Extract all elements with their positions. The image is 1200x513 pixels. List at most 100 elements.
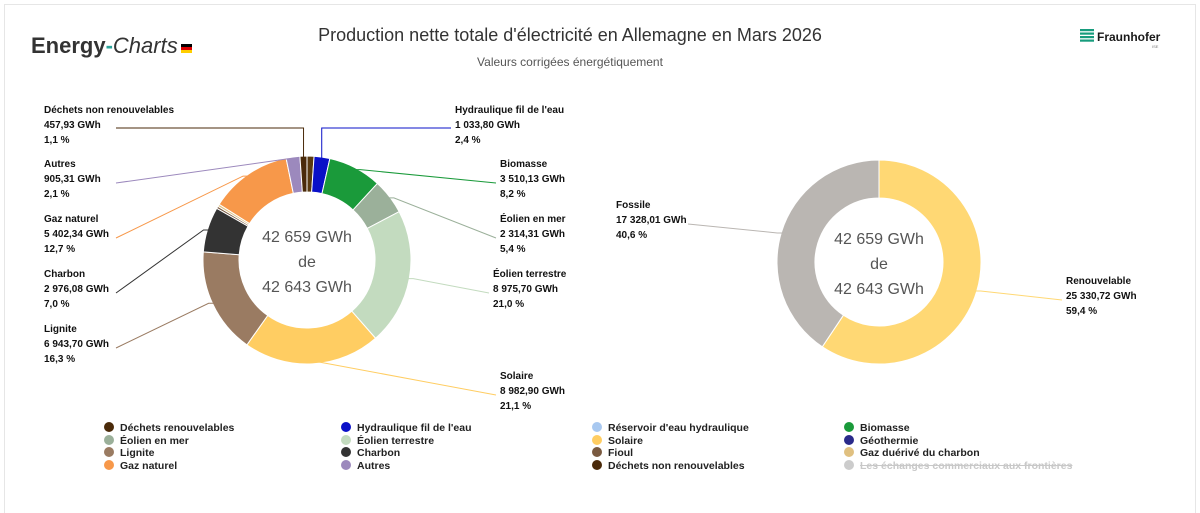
label-percent-lignite: 16,3 % [44,354,75,365]
fraunhofer-logo[interactable]: Fraunhofer ISE [1080,28,1170,52]
legend-label: Lignite [120,447,155,459]
legend-label: Biomasse [860,422,910,434]
legend-item-gaz-duerive-du-charbon[interactable]: Gaz duérivé du charbon [844,447,980,459]
legend-label: Géothermie [860,434,919,447]
legend-dot-icon [844,434,854,445]
label-value-gaz-naturel: 5 402,34 GWh [44,229,109,240]
legend-item-autres[interactable]: Autres [341,459,391,472]
connector-biomasse [354,169,497,184]
label-name-hydraulique-fil-de-l-eau: Hydraulique fil de l'eau [455,105,564,116]
legend-item-fioul[interactable]: Fioul [592,447,633,459]
label-value-eolien-terrestre: 8 975,70 GWh [493,284,558,295]
label-percent-dechets-non-renouvelables: 1,1 % [44,135,70,146]
legend-item-biomasse[interactable]: Biomasse [844,422,910,434]
slice-eolien-terrestre[interactable] [351,211,412,339]
label-name-gaz-naturel: Gaz naturel [44,214,99,225]
legend-dot-icon [104,459,114,470]
label-percent-charbon: 7,0 % [44,299,70,310]
label-percent-autres: 2,1 % [44,189,70,200]
legend-dot-icon [104,434,114,445]
legend-item-eolien-en-mer[interactable]: Éolien en mer [104,434,189,447]
legend-dot-icon [341,434,351,445]
fraunhofer-mark-icon [1080,29,1094,42]
legend-item-charbon[interactable]: Charbon [341,447,400,459]
slice-fossile[interactable] [776,159,880,348]
label-value-solaire: 8 982,90 GWh [500,386,565,397]
legend-dot-icon [341,459,351,470]
legend-item-geothermie[interactable]: Géothermie [844,434,919,447]
label-percent-biomasse: 8,2 % [500,189,526,200]
label-name-autres: Autres [44,159,76,170]
connector-eolien-terrestre [407,278,490,294]
legend-label: Fioul [608,447,634,459]
label-value-autres: 905,31 GWh [44,174,101,185]
legend-item-solaire[interactable]: Solaire [592,434,644,447]
connector-autres [115,158,294,184]
legend-item-dechets-non-renouvelables[interactable]: Déchets non renouvelables [592,459,745,472]
legend-item-hydraulique-fil-de-l-eau[interactable]: Hydraulique fil de l'eau [341,422,472,434]
fraunhofer-sub: ISE [1152,44,1159,49]
chart-subtitle: Valeurs corrigées énergétiquement [477,55,663,69]
label-value-renouvelable: 25 330,72 GWh [1066,291,1137,302]
legend-dot-icon [844,459,854,470]
center-text-line-3: 42 643 GWh [262,279,352,296]
connector-charbon [115,229,210,294]
donut-chart-2: Renouvelable 25 330,72 GWh 59,4 % Fossile 17… [616,159,1137,365]
legend-label: Déchets non renouvelables [608,459,745,472]
legend-dot-icon [341,447,351,457]
label-name-eolien-terrestre: Éolien terrestre [493,267,567,280]
legend-dot-icon [844,447,854,457]
legend-label: Charbon [357,447,401,459]
label-percent-hydraulique-fil-de-l-eau: 2,4 % [455,135,481,146]
label-percent-gaz-naturel: 12,7 % [44,244,75,255]
legend-item-lignite[interactable]: Lignite [104,447,154,459]
legend-label: Hydraulique fil de l'eau [357,422,472,434]
connector-solaire [312,361,497,396]
energy-charts-logo[interactable]: Energy-Charts [31,33,192,59]
label-value-charbon: 2 976,08 GWh [44,284,109,295]
label-percent-fossile: 40,6 % [616,230,647,241]
center-text-line-1: 42 659 GWh [262,229,352,246]
legend-item-les-echanges-commerciaux-aux-frontieres[interactable]: Les échanges commerciaux aux frontières [844,459,1073,472]
slice-dechets-non-renouvelables[interactable] [299,155,308,193]
label-name-charbon: Charbon [44,269,85,280]
connector-hydraulique-fil-de-l-eau [321,127,451,160]
label-name-fossile: Fossile [616,200,651,211]
legend-dot-icon [592,459,602,470]
label-name-lignite: Lignite [44,324,77,335]
german-flag-icon [180,44,192,53]
legend-dot-icon [104,422,114,432]
legend-label: Solaire [608,434,644,447]
logo-dash: - [105,33,113,58]
legend-label: Autres [357,459,391,472]
label-name-solaire: Solaire [500,371,534,382]
legend-label: Éolien en mer [120,434,189,447]
connector-eolien-en-mer [387,197,497,239]
legend-dot-icon [104,447,114,457]
legend-item-eolien-terrestre[interactable]: Éolien terrestre [341,434,434,447]
connector-fossile [687,223,784,234]
legend-label: Les échanges commerciaux aux frontières [860,459,1073,472]
slice-solaire[interactable] [246,310,377,365]
label-percent-eolien-en-mer: 5,4 % [500,244,526,255]
legend-dot-icon [592,422,602,432]
legend-dot-icon [341,422,351,432]
connector-gaz-naturel [115,175,250,239]
label-percent-eolien-terrestre: 21,0 % [493,299,524,310]
legend-item-gaz-naturel[interactable]: Gaz naturel [104,459,177,472]
legend-item-reservoir-d-eau-hydraulique[interactable]: Réservoir d'eau hydraulique [592,422,749,434]
legend-item-dechets-renouvelables[interactable]: Déchets renouvelables [104,422,234,434]
center-text-line-1: 42 659 GWh [834,231,924,248]
label-name-renouvelable: Renouvelable [1066,276,1131,287]
label-value-fossile: 17 328,01 GWh [616,215,687,226]
label-value-biomasse: 3 510,13 GWh [500,174,565,185]
label-value-hydraulique-fil-de-l-eau: 1 033,80 GWh [455,120,520,131]
donut-chart-1: Hydraulique fil de l'eau 1 033,80 GWh 2,4 … [44,105,567,412]
center-text-line-3: 42 643 GWh [834,281,924,298]
legend-dot-icon [844,422,854,432]
connector-lignite [115,302,215,349]
label-name-biomasse: Biomasse [500,159,548,170]
chart-title: Production nette totale d'électricité en… [318,25,822,45]
slice-renouvelable[interactable] [821,159,982,365]
